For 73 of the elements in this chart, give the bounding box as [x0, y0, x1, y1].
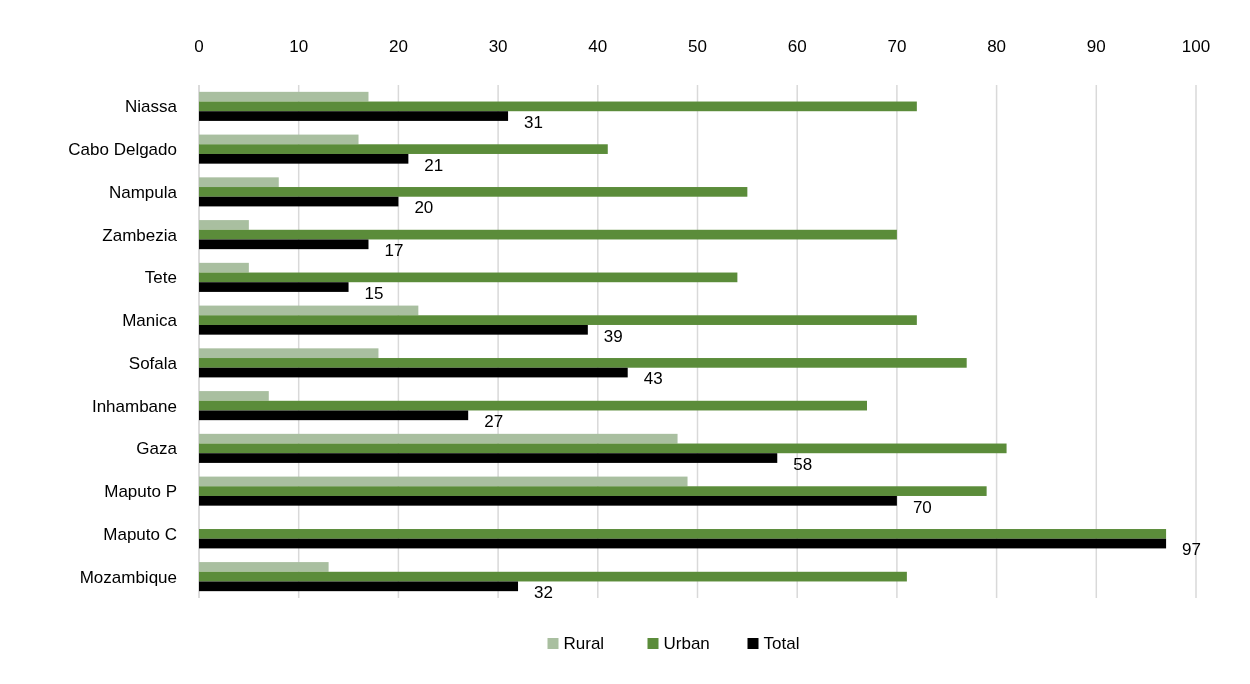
bar	[199, 111, 509, 121]
y-tick-label: Cabo Delgado	[68, 140, 177, 160]
y-tick-label: Sofala	[128, 353, 178, 373]
x-tick-label: 10	[289, 37, 309, 56]
x-tick-label: 70	[887, 37, 907, 56]
data-label: 70	[912, 497, 932, 517]
x-tick-label: 50	[688, 37, 707, 56]
y-tick-label: Mozambique	[79, 567, 177, 587]
data-label: 17	[384, 241, 404, 261]
y-tick-label: Maputo C	[103, 524, 177, 544]
y-tick-label: Niassa	[125, 97, 178, 117]
bar	[199, 358, 967, 368]
bar	[199, 101, 917, 112]
bar	[199, 196, 399, 207]
bar	[199, 272, 738, 283]
data-label: 21	[424, 155, 444, 175]
bar	[199, 538, 1167, 549]
bar	[199, 476, 688, 487]
bar	[199, 529, 1167, 539]
x-tick-label: 90	[1086, 37, 1106, 56]
x-tick-label: 60	[787, 37, 807, 56]
bar	[199, 282, 349, 292]
data-label: 32	[534, 583, 553, 603]
bar	[199, 443, 1007, 454]
bar	[199, 400, 867, 411]
x-tick-label: 0	[194, 37, 204, 56]
legend-label: Rural	[563, 634, 605, 653]
x-tick-label: 100	[1181, 37, 1211, 56]
y-tick-label: Gaza	[136, 439, 178, 459]
bar	[199, 453, 778, 463]
bar	[199, 495, 897, 506]
data-label: 20	[414, 198, 434, 218]
data-label: 15	[364, 283, 384, 303]
bar	[199, 315, 917, 325]
bar	[199, 153, 409, 164]
bar	[199, 367, 628, 378]
bar	[199, 324, 588, 335]
data-label: 31	[524, 112, 543, 132]
x-tick-label: 80	[987, 37, 1007, 56]
x-tick-label: 20	[388, 37, 408, 56]
data-label: 27	[484, 412, 504, 432]
bar	[199, 220, 249, 230]
y-tick-label: Tete	[144, 268, 177, 288]
y-tick-label: Nampula	[108, 182, 178, 202]
bar	[199, 391, 269, 401]
x-tick-label: 30	[488, 37, 508, 56]
bar	[199, 348, 379, 359]
data-label: 39	[603, 326, 623, 346]
legend-label: Urban	[663, 634, 710, 653]
bar	[199, 305, 419, 316]
bar	[199, 571, 907, 582]
bar	[199, 262, 249, 273]
bar	[199, 486, 987, 496]
bar	[199, 581, 519, 592]
y-tick-label: Maputo P	[104, 482, 177, 502]
y-tick-label: Manica	[122, 311, 178, 331]
data-label: 43	[643, 369, 663, 389]
bar	[199, 144, 608, 154]
bar	[199, 410, 469, 421]
bar	[199, 177, 279, 188]
x-tick-label: 40	[588, 37, 608, 56]
bar	[199, 91, 369, 102]
legend-label: Total	[763, 634, 800, 653]
bar	[199, 187, 748, 197]
bar	[199, 134, 359, 145]
data-label: 58	[793, 454, 813, 474]
data-label: 97	[1182, 540, 1202, 560]
bar	[199, 562, 329, 572]
bar	[199, 433, 678, 444]
y-tick-label: Inhambane	[91, 396, 177, 416]
bar	[199, 229, 897, 240]
y-tick-label: Zambezia	[102, 225, 178, 245]
bar	[199, 239, 369, 250]
